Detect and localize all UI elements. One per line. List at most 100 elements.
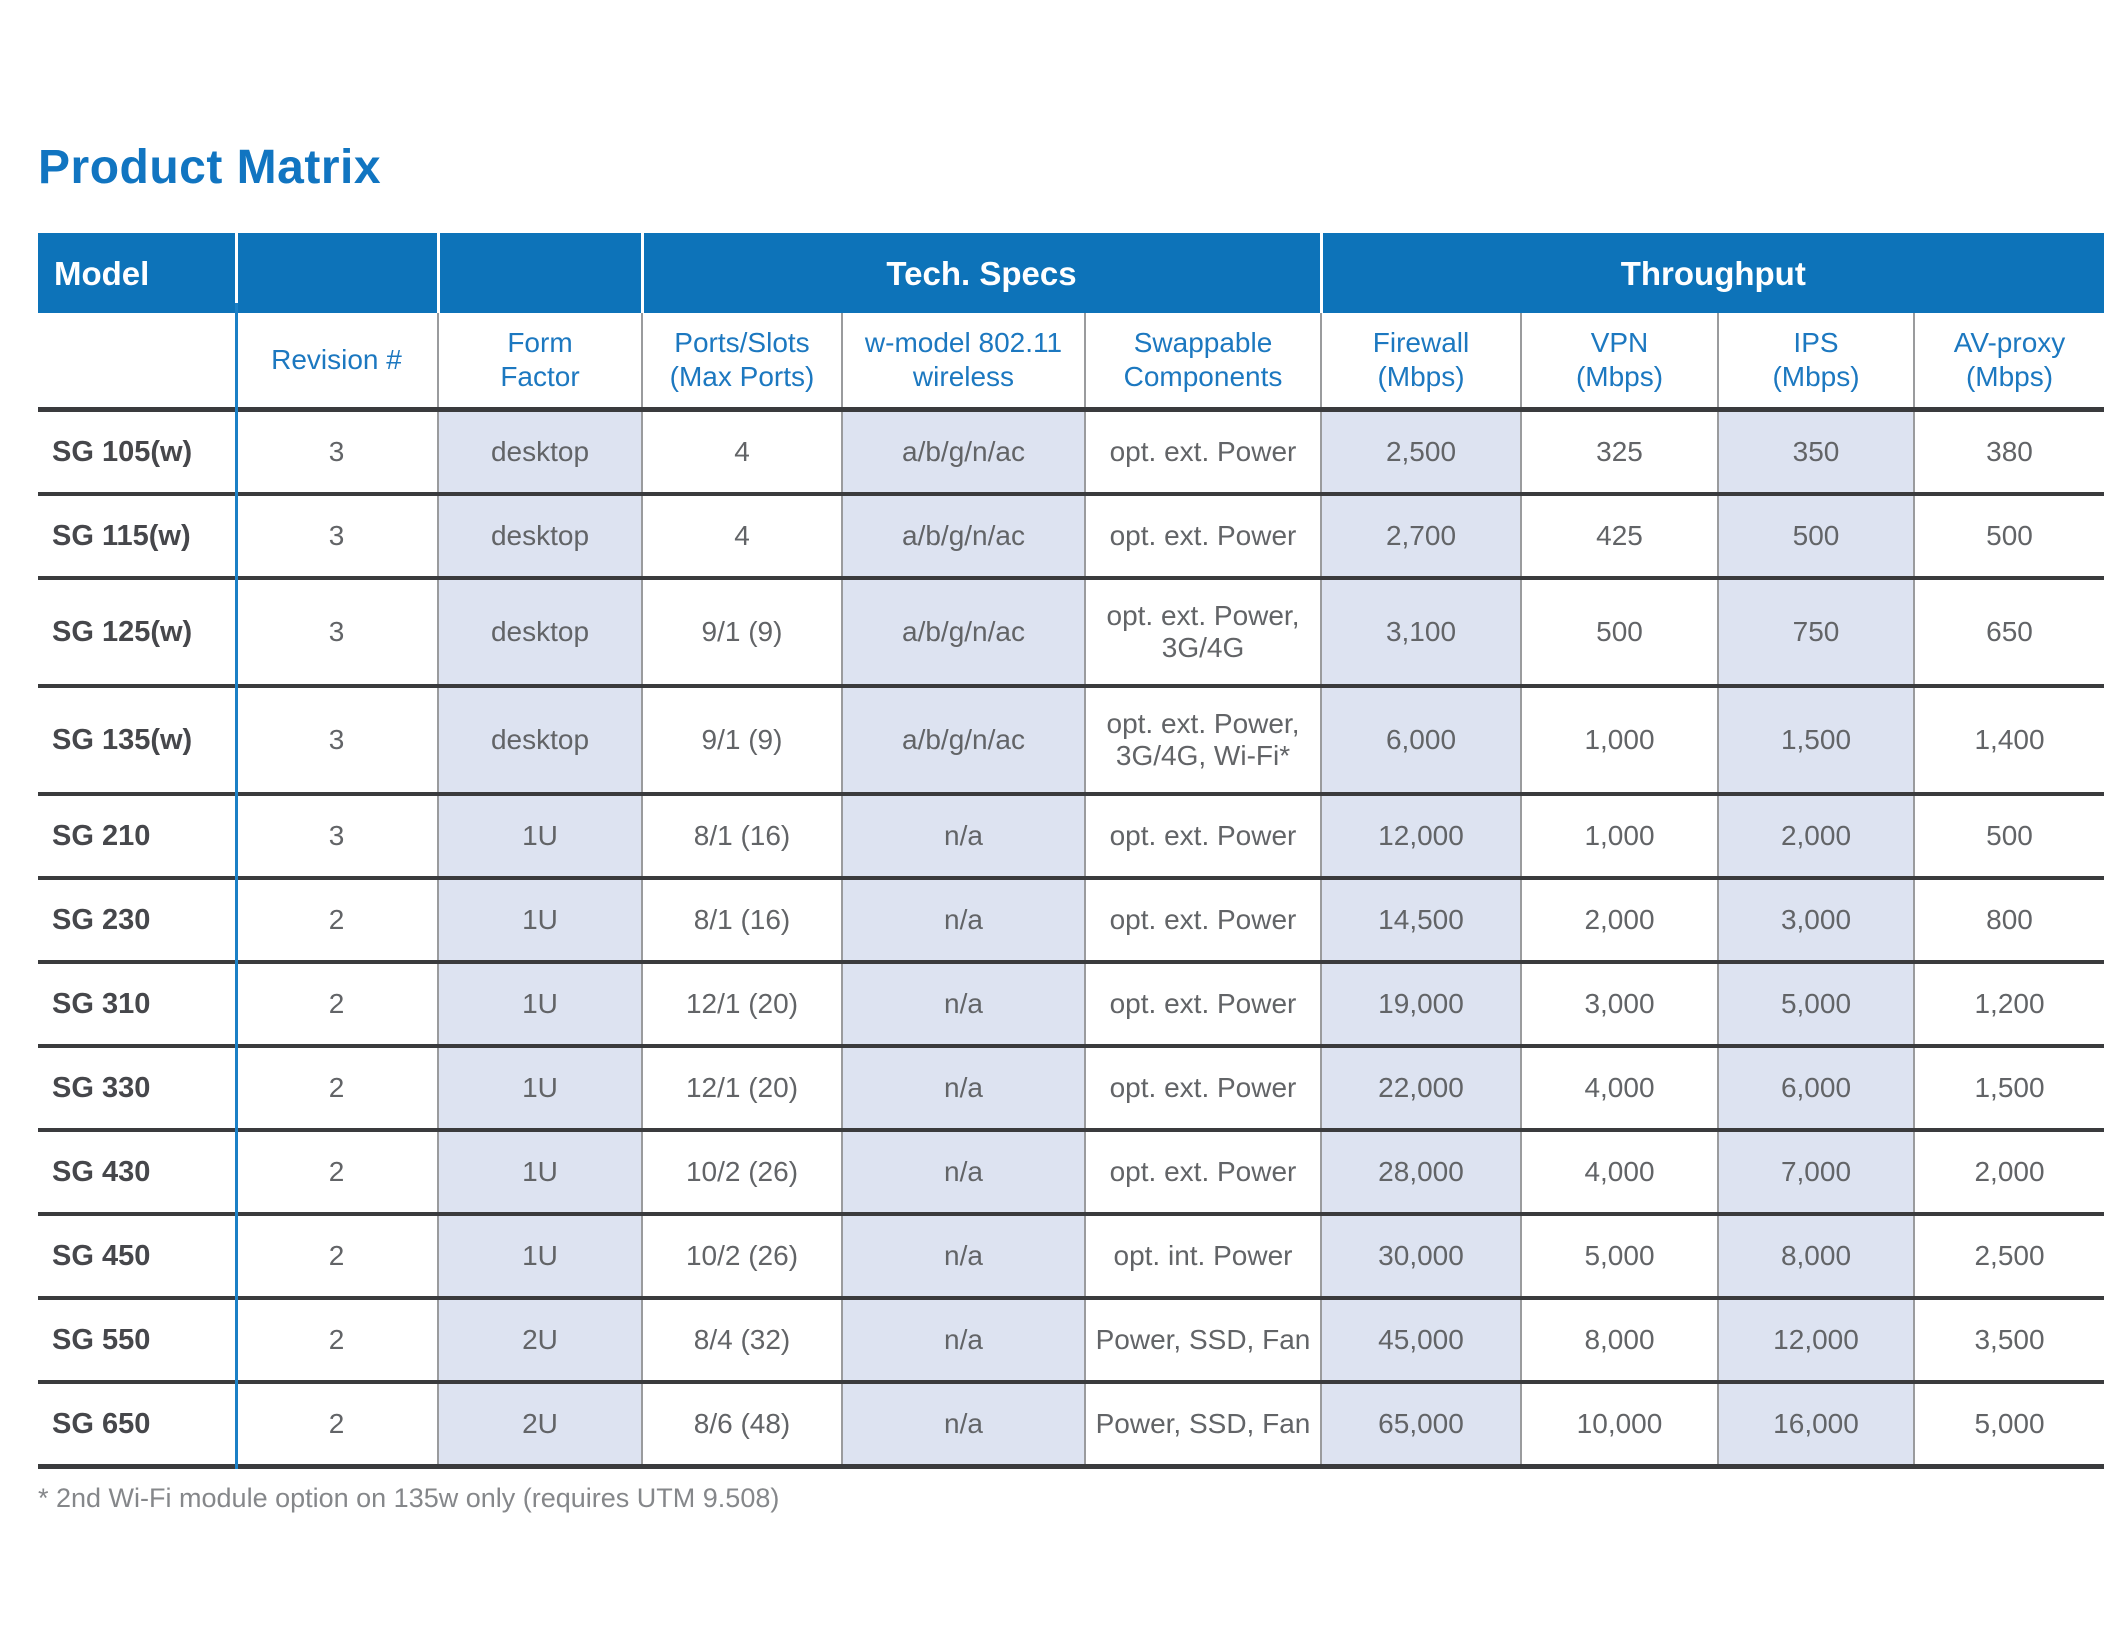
model-cell: SG 230 [38, 876, 236, 962]
data-cell: 3 [236, 684, 439, 794]
data-cell: 4 [642, 492, 843, 578]
data-cell: opt. int. Power [1085, 1212, 1322, 1298]
data-cell: 6,000 [1321, 684, 1522, 794]
model-column-divider [235, 303, 238, 1469]
table-row-sg-430: SG 430 2 1U 10/2 (26) n/a opt. ext. Power 28,0… [38, 1128, 2105, 1214]
group-header-row: Model Tech. Specs Throughput [38, 233, 2105, 313]
table-row-sg-330: SG 330 2 1U 12/1 (20) n/a opt. ext. Power 22,0… [38, 1044, 2105, 1130]
table-row-sg-210: SG 210 3 1U 8/1 (16) n/a opt. ext. Power 12,00… [38, 792, 2105, 878]
data-cell: 3 [236, 407, 439, 494]
table-row-sg-310: SG 310 2 1U 12/1 (20) n/a opt. ext. Power 19,0… [38, 960, 2105, 1046]
table-row-sg-230: SG 230 2 1U 8/1 (16) n/a opt. ext. Power 14,50… [38, 876, 2105, 962]
data-cell: 12,000 [1718, 1296, 1915, 1382]
data-cell: 14,500 [1321, 876, 1522, 962]
column-header-w-model-802-11-wireless: w-model 802.11 wireless [842, 313, 1086, 410]
data-cell: 4,000 [1521, 1128, 1719, 1214]
data-cell: opt. ext. Power, 3G/4G [1085, 576, 1322, 686]
model-cell: SG 105(w) [38, 407, 236, 494]
column-header-revision: Revision # [236, 313, 439, 410]
data-cell: 2 [236, 876, 439, 962]
data-cell: 3,500 [1914, 1296, 2105, 1382]
footnote: * 2nd Wi-Fi module option on 135w only (… [38, 1483, 780, 1513]
page-title: Product Matrix [38, 141, 382, 194]
data-cell: 4,000 [1521, 1044, 1719, 1130]
data-cell: 12/1 (20) [642, 1044, 843, 1130]
data-cell: 2 [236, 1044, 439, 1130]
data-cell: 28,000 [1321, 1128, 1522, 1214]
data-cell: 3,100 [1321, 576, 1522, 686]
data-cell: 8,000 [1521, 1296, 1719, 1382]
data-cell: 2,000 [1718, 792, 1915, 878]
data-cell: 350 [1718, 407, 1915, 494]
data-cell: 45,000 [1321, 1296, 1522, 1382]
data-cell: 10/2 (26) [642, 1128, 843, 1214]
data-cell: n/a [842, 876, 1086, 962]
data-cell: 800 [1914, 876, 2105, 962]
data-cell: 16,000 [1718, 1380, 1915, 1469]
data-cell: 1U [438, 792, 643, 878]
data-cell: 7,000 [1718, 1128, 1915, 1214]
table-row-sg-105-w: SG 105(w) 3 desktop 4 a/b/g/n/ac opt. ext. Po… [38, 407, 2105, 494]
data-cell: opt. ext. Power [1085, 876, 1322, 962]
data-cell: 1,400 [1914, 684, 2105, 794]
table-row-sg-450: SG 450 2 1U 10/2 (26) n/a opt. int. Power 30,0… [38, 1212, 2105, 1298]
data-cell: 3 [236, 792, 439, 878]
table-header: Model Tech. Specs Throughput Revision # Form… [38, 233, 2105, 410]
data-cell: 2,700 [1321, 492, 1522, 578]
model-cell: SG 310 [38, 960, 236, 1046]
data-cell: 2,000 [1914, 1128, 2105, 1214]
data-cell: 3,000 [1718, 876, 1915, 962]
data-cell: desktop [438, 492, 643, 578]
data-cell: 2 [236, 1380, 439, 1469]
data-cell: 10/2 (26) [642, 1212, 843, 1298]
data-cell: 1,200 [1914, 960, 2105, 1046]
data-cell: a/b/g/n/ac [842, 576, 1086, 686]
data-cell: 9/1 (9) [642, 684, 843, 794]
page: Product Matrix Model Tech. Specs Throughpu… [0, 140, 2124, 1514]
column-header-blank [38, 313, 236, 410]
data-cell: 12,000 [1321, 792, 1522, 878]
data-cell: n/a [842, 1296, 1086, 1382]
model-cell: SG 330 [38, 1044, 236, 1130]
data-cell: 2,500 [1914, 1212, 2105, 1298]
data-cell: 10,000 [1521, 1380, 1719, 1469]
column-header-vpn-mbps: VPN (Mbps) [1521, 313, 1719, 410]
data-cell: 2U [438, 1296, 643, 1382]
table-row-sg-550: SG 550 2 2U 8/4 (32) n/a Power, SSD, Fan 45,00… [38, 1296, 2105, 1382]
data-cell: desktop [438, 407, 643, 494]
data-cell: n/a [842, 960, 1086, 1046]
data-cell: opt. ext. Power [1085, 1128, 1322, 1214]
data-cell: 1,000 [1521, 684, 1719, 794]
data-cell: 1,000 [1521, 792, 1719, 878]
data-cell: 1,500 [1914, 1044, 2105, 1130]
data-cell: 5,000 [1521, 1212, 1719, 1298]
model-cell: SG 450 [38, 1212, 236, 1298]
data-cell: n/a [842, 792, 1086, 878]
data-cell: 8/1 (16) [642, 792, 843, 878]
data-cell: 8/4 (32) [642, 1296, 843, 1382]
column-header-form-factor: Form Factor [438, 313, 643, 410]
model-cell: SG 135(w) [38, 684, 236, 794]
data-cell: 1,500 [1718, 684, 1915, 794]
data-cell: a/b/g/n/ac [842, 492, 1086, 578]
data-cell: 425 [1521, 492, 1719, 578]
table-row-sg-115-w: SG 115(w) 3 desktop 4 a/b/g/n/ac opt. ext. Po… [38, 492, 2105, 578]
data-cell: 1U [438, 1212, 643, 1298]
group-header-blank [236, 233, 440, 313]
data-cell: 8/6 (48) [642, 1380, 843, 1469]
data-cell: 65,000 [1321, 1380, 1522, 1469]
model-cell: SG 550 [38, 1296, 236, 1382]
data-cell: a/b/g/n/ac [842, 684, 1086, 794]
data-cell: n/a [842, 1044, 1086, 1130]
data-cell: 2 [236, 1212, 439, 1298]
table-body: SG 105(w) 3 desktop 4 a/b/g/n/ac opt. ext. Po… [38, 407, 2105, 1469]
data-cell: 380 [1914, 407, 2105, 494]
data-cell: 2 [236, 1128, 439, 1214]
data-cell: opt. ext. Power [1085, 407, 1322, 494]
data-cell: n/a [842, 1380, 1086, 1469]
data-cell: 2U [438, 1380, 643, 1469]
data-cell: 8,000 [1718, 1212, 1915, 1298]
data-cell: opt. ext. Power, 3G/4G, Wi-Fi* [1085, 684, 1322, 794]
data-cell: 1U [438, 876, 643, 962]
model-cell: SG 430 [38, 1128, 236, 1214]
